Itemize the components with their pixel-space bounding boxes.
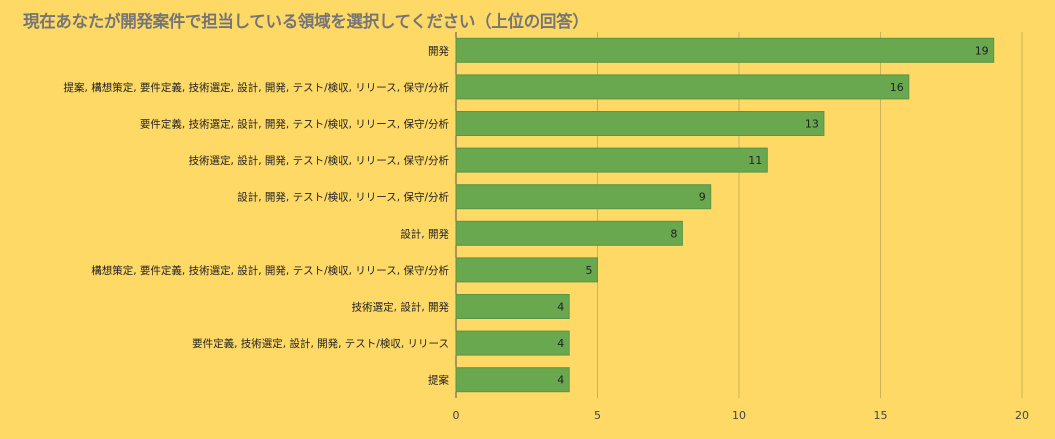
category-label: 開発: [428, 44, 449, 57]
data-label: 11: [748, 154, 762, 167]
x-tick-label: 5: [594, 409, 601, 422]
category-label: 提案, 構想策定, 要件定義, 技術選定, 設計, 開発, テスト/検収, リリ…: [64, 81, 450, 94]
chart-title: 現在あなたが開発案件で担当している領域を選択してください（上位の回答）: [23, 12, 589, 31]
data-label: 16: [890, 81, 904, 94]
bar: [455, 257, 598, 283]
category-label: 構想策定, 要件定義, 技術選定, 設計, 開発, テスト/検収, リリース, …: [91, 264, 449, 277]
bar: [455, 367, 570, 393]
category-label: 提案: [428, 374, 449, 387]
x-tick-label: 20: [1015, 409, 1029, 422]
category-label: 技術選定, 設計, 開発, テスト/検収, リリース, 保守/分析: [189, 154, 450, 167]
data-label: 13: [805, 118, 819, 131]
label-layer: 19 開発 16 提案, 構想策定, 要件定義, 技術選定, 設計, 開発, テスト/…: [64, 44, 989, 386]
tick-layer: 0 5 10 15 20: [453, 409, 1030, 422]
data-label: 8: [670, 227, 677, 240]
bar: [455, 184, 712, 210]
category-label: 設計, 開発: [400, 227, 449, 240]
data-label: 5: [586, 264, 593, 277]
bar: [455, 111, 825, 136]
data-label: 4: [557, 374, 564, 387]
bar-layer: [455, 37, 995, 393]
data-label: 9: [699, 191, 706, 204]
bar: [455, 220, 683, 246]
data-label: 19: [975, 44, 989, 57]
x-tick-label: 15: [874, 409, 888, 422]
category-label: 設計, 開発, テスト/検収, リリース, 保守/分析: [237, 191, 449, 204]
data-label: 4: [557, 337, 564, 350]
x-tick-label: 0: [453, 409, 460, 422]
category-label: 技術選定, 設計, 開発: [352, 301, 450, 314]
data-label: 4: [557, 301, 564, 314]
category-label: 要件定義, 技術選定, 設計, 開発, テスト/検収, リリース, 保守/分析: [140, 118, 450, 131]
bar: [455, 294, 570, 319]
bar: [455, 37, 995, 63]
bar: [455, 330, 570, 356]
bar: [455, 74, 910, 100]
x-tick-label: 10: [732, 409, 746, 422]
bar: [455, 147, 768, 173]
category-label: 要件定義, 技術選定, 設計, 開発, テスト/検収, リリース: [192, 337, 449, 350]
